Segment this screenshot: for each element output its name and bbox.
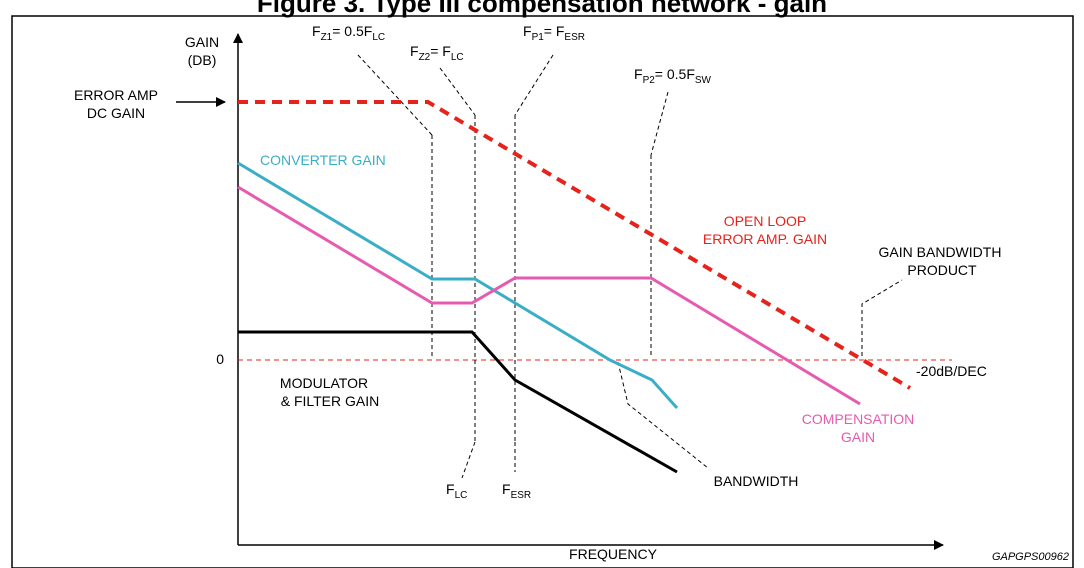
error-amp-label-line2: DC GAIN (87, 105, 145, 121)
compensation-gain-label-line2: GAIN (841, 429, 875, 445)
leader-fp2 (650, 91, 669, 156)
modulator-filter-label-line1: MODULATOR (280, 375, 368, 391)
gbw-label-line1: GAIN BANDWIDTH (879, 244, 1002, 260)
open-loop-label-line2: ERROR AMP. GAIN (703, 231, 827, 247)
bandwidth-label: BANDWIDTH (714, 473, 799, 489)
figure-id: GAPGPS00962 (992, 551, 1069, 563)
figure-title: Figure 3. Type III compensation network … (257, 0, 827, 18)
leader-flc (461, 441, 476, 479)
open-loop-label-line1: OPEN LOOP (724, 213, 806, 229)
y-axis-label-line2: (DB) (188, 52, 217, 68)
gbw-label-line2: PRODUCT (907, 262, 977, 278)
leader-fz2 (439, 67, 476, 116)
leader-bandwidth (617, 361, 709, 469)
modulator-filter-gain-curve (238, 330, 678, 474)
slope-label: -20dB/DEC (916, 363, 987, 379)
compensation-gain-curve (237, 185, 861, 406)
fp2-label: FP2= 0.5FSW (634, 66, 712, 86)
modulator-filter-label-line2: & FILTER GAIN (281, 393, 380, 409)
zero-label: 0 (216, 351, 224, 367)
fz2-label: FZ2= FLC (410, 43, 464, 63)
leader-gbw (861, 279, 903, 356)
open-loop-error-amp-gain-curve (238, 100, 912, 390)
compensation-gain-label-line1: COMPENSATION (802, 411, 915, 427)
leader-lines (357, 54, 903, 479)
leader-fp1 (514, 54, 554, 116)
fp1-label: FP1= FESR (523, 23, 585, 43)
converter-gain-label: CONVERTER GAIN (260, 152, 386, 168)
y-axis-label-line1: GAIN (185, 34, 219, 50)
fesr-label: FESR (502, 481, 531, 501)
converter-gain-curve (237, 161, 679, 409)
fz1-label: FZ1= 0.5FLC (312, 23, 385, 43)
x-axis-label: FREQUENCY (569, 546, 658, 562)
flc-label: FLC (446, 481, 467, 501)
leader-fz1 (357, 54, 433, 136)
error-amp-label-line1: ERROR AMP (74, 87, 158, 103)
figure-frame (11, 15, 1074, 568)
